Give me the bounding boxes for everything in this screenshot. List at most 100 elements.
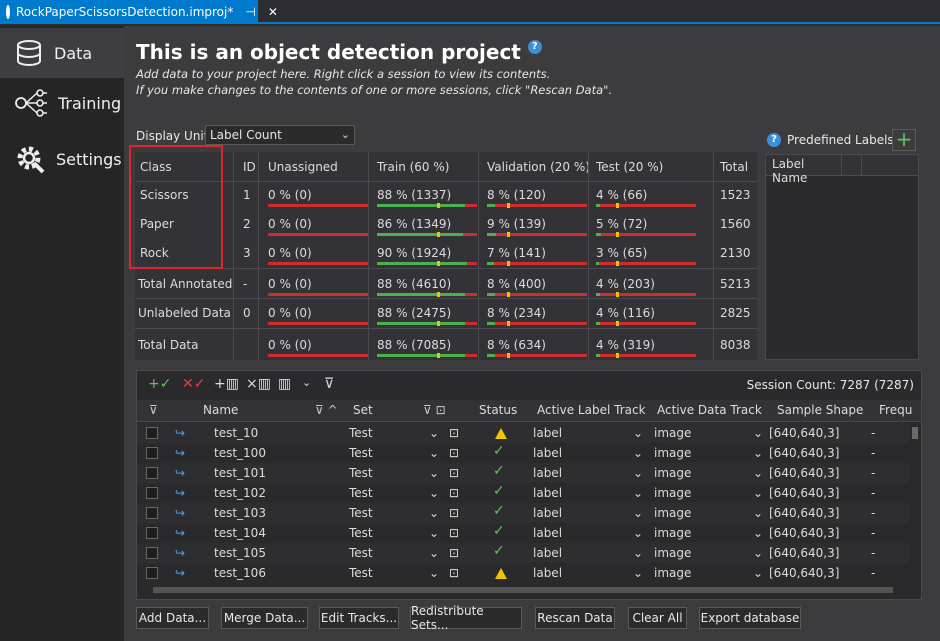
- label-track-select[interactable]: label: [533, 526, 563, 540]
- add-session-icon[interactable]: +✓: [148, 376, 172, 392]
- column-header-sample-shape[interactable]: Sample Shape: [777, 403, 864, 417]
- chevron-down-icon[interactable]: ⌄: [429, 446, 440, 460]
- clear-filter-icon[interactable]: ⊽: [324, 376, 335, 392]
- nav-item-data[interactable]: Data: [0, 28, 124, 78]
- lock-icon[interactable]: ⊡: [449, 546, 460, 560]
- help-icon[interactable]: ?: [527, 40, 542, 54]
- set-select[interactable]: Test: [349, 566, 373, 580]
- table-row[interactable]: ↪ test_103 Test ⌄ ⊡ ✓ label ⌄ image ⌄ [640,640,3] -: [137, 503, 909, 523]
- data-track-select[interactable]: image: [654, 426, 692, 440]
- predefined-help-icon[interactable]: ?: [767, 133, 781, 147]
- table-row[interactable]: ↪ test_101 Test ⌄ ⊡ ✓ label ⌄ image ⌄ [640,640,3] -: [137, 463, 909, 483]
- row-checkbox[interactable]: [146, 467, 158, 479]
- row-checkbox[interactable]: [146, 487, 158, 499]
- pin-icon[interactable]: ⊣: [245, 5, 256, 19]
- nav-item-settings[interactable]: Settings: [0, 134, 124, 184]
- chevron-down-icon[interactable]: ⌄: [633, 466, 644, 480]
- row-checkbox[interactable]: [146, 427, 158, 439]
- chevron-down-icon[interactable]: ⌄: [302, 376, 312, 389]
- table-row[interactable]: ↪ test_102 Test ⌄ ⊡ ✓ label ⌄ image ⌄ [640,640,3] -: [137, 483, 909, 503]
- close-icon[interactable]: ✕: [267, 5, 278, 19]
- table-row[interactable]: ↪ test_105 Test ⌄ ⊡ ✓ label ⌄ image ⌄ [640,640,3] -: [137, 543, 909, 563]
- project-tab[interactable]: RockPaperScissorsDetection.improj* ⊣ ✕: [0, 0, 278, 24]
- data-track-select[interactable]: image: [654, 526, 692, 540]
- chevron-down-icon[interactable]: ⌄: [429, 466, 440, 480]
- chevron-down-icon[interactable]: ⌄: [753, 466, 764, 480]
- edit-tracks-button[interactable]: Edit Tracks...: [319, 607, 399, 629]
- chevron-down-icon[interactable]: ⌄: [429, 486, 440, 500]
- column-header-name[interactable]: Name: [203, 403, 239, 417]
- chevron-down-icon[interactable]: ⌄: [633, 446, 644, 460]
- chevron-down-icon[interactable]: ⌄: [753, 486, 764, 500]
- chevron-down-icon[interactable]: ⌄: [753, 446, 764, 460]
- column-header-label-track[interactable]: Active Label Track: [537, 403, 646, 417]
- chevron-down-icon[interactable]: ⌄: [753, 546, 764, 560]
- add-data-button[interactable]: Add Data...: [136, 607, 209, 629]
- label-track-select[interactable]: label: [533, 566, 563, 580]
- chevron-down-icon[interactable]: ⌄: [429, 546, 440, 560]
- redirect-icon[interactable]: ↪: [175, 526, 186, 540]
- chevron-down-icon[interactable]: ⌄: [753, 526, 764, 540]
- set-select[interactable]: Test: [349, 426, 373, 440]
- export-database-button[interactable]: Export database: [699, 607, 801, 629]
- chevron-down-icon[interactable]: ⌄: [633, 486, 644, 500]
- redirect-icon[interactable]: ↪: [175, 566, 186, 580]
- label-track-select[interactable]: label: [533, 426, 563, 440]
- label-track-select[interactable]: label: [533, 506, 563, 520]
- set-select[interactable]: Test: [349, 506, 373, 520]
- nav-item-training[interactable]: Training: [0, 78, 124, 128]
- redirect-icon[interactable]: ↪: [175, 506, 186, 520]
- table-row[interactable]: ↪ test_100 Test ⌄ ⊡ ✓ label ⌄ image ⌄ [640,640,3] -: [137, 443, 909, 463]
- data-track-select[interactable]: image: [654, 566, 692, 580]
- redirect-icon[interactable]: ↪: [175, 466, 186, 480]
- data-track-select[interactable]: image: [654, 506, 692, 520]
- column-header-data-track[interactable]: Active Data Track: [657, 403, 762, 417]
- set-select[interactable]: Test: [349, 466, 373, 480]
- data-track-select[interactable]: image: [654, 446, 692, 460]
- lock-icon[interactable]: ⊡: [449, 446, 460, 460]
- remove-session-icon[interactable]: ✕✓: [182, 376, 206, 392]
- row-checkbox[interactable]: [146, 567, 158, 579]
- column-header-set[interactable]: Set: [353, 403, 373, 417]
- clear-all-button[interactable]: Clear All: [628, 607, 687, 629]
- set-select[interactable]: Test: [349, 486, 373, 500]
- redirect-icon[interactable]: ↪: [175, 486, 186, 500]
- horizontal-scrollbar[interactable]: [137, 583, 909, 597]
- data-track-select[interactable]: image: [654, 486, 692, 500]
- row-checkbox[interactable]: [146, 507, 158, 519]
- redistribute-sets-button[interactable]: Redistribute Sets...: [410, 604, 522, 632]
- set-select[interactable]: Test: [349, 446, 373, 460]
- label-track-select[interactable]: label: [533, 486, 563, 500]
- add-label-button[interactable]: +: [892, 129, 916, 151]
- chevron-down-icon[interactable]: ⌄: [633, 506, 644, 520]
- chevron-down-icon[interactable]: ⌄: [753, 426, 764, 440]
- table-row[interactable]: ↪ test_104 Test ⌄ ⊡ ✓ label ⌄ image ⌄ [640,640,3] -: [137, 523, 909, 543]
- label-track-select[interactable]: label: [533, 466, 563, 480]
- chevron-down-icon[interactable]: ⌄: [633, 546, 644, 560]
- rescan-data-button[interactable]: Rescan Data: [535, 607, 615, 629]
- row-checkbox[interactable]: [146, 527, 158, 539]
- table-row[interactable]: ↪ test_106 Test ⌄ ⊡ label ⌄ image ⌄ [640,640,3] -: [137, 563, 909, 583]
- filter-icon[interactable]: ⊽ ⊡: [423, 403, 446, 417]
- lock-icon[interactable]: ⊡: [449, 526, 460, 540]
- chevron-down-icon[interactable]: ⌄: [753, 566, 764, 580]
- chevron-down-icon[interactable]: ⌄: [429, 426, 440, 440]
- lock-icon[interactable]: ⊡: [449, 486, 460, 500]
- label-track-select[interactable]: label: [533, 546, 563, 560]
- chevron-down-icon[interactable]: ⌄: [429, 506, 440, 520]
- data-track-select[interactable]: image: [654, 546, 692, 560]
- filter-icon[interactable]: ⊽: [149, 403, 158, 417]
- redirect-icon[interactable]: ↪: [175, 546, 186, 560]
- display-unit-select[interactable]: Label Count ⌄: [205, 125, 355, 145]
- column-header-status[interactable]: Status: [479, 403, 518, 417]
- merge-data-button[interactable]: Merge Data...: [221, 607, 308, 629]
- chevron-down-icon[interactable]: ⌄: [633, 566, 644, 580]
- lock-icon[interactable]: ⊡: [449, 466, 460, 480]
- chevron-down-icon[interactable]: ⌄: [633, 526, 644, 540]
- columns-icon[interactable]: ▥: [278, 376, 292, 392]
- lock-icon[interactable]: ⊡: [449, 426, 460, 440]
- lock-icon[interactable]: ⊡: [449, 566, 460, 580]
- chevron-down-icon[interactable]: ⌄: [753, 506, 764, 520]
- add-column-icon[interactable]: +▥: [214, 376, 239, 392]
- table-row[interactable]: ↪ test_10 Test ⌄ ⊡ label ⌄ image ⌄ [640,640,3] -: [137, 423, 909, 443]
